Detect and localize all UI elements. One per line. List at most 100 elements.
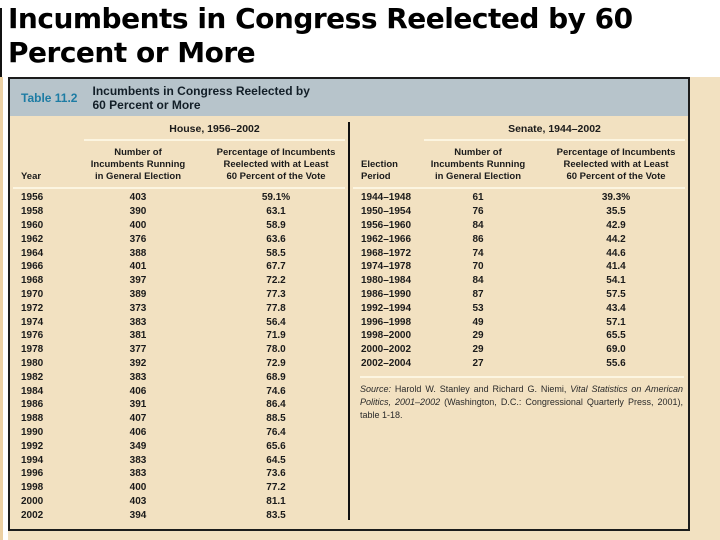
table-cell: 1966 — [21, 261, 44, 273]
table-row: 1956–1960 84 42.9 — [350, 219, 688, 233]
table-cell: 57.1 — [606, 316, 626, 328]
table-cell: 2002 — [21, 509, 44, 521]
table-cell: 59.1% — [261, 192, 291, 204]
source-work-title: Vital Statistics on American Politics, 2… — [360, 384, 683, 408]
table-cell: 71.9 — [266, 330, 286, 342]
table-number-label: Table 11.2 — [21, 90, 78, 105]
senate-section: Senate, 1944–2002 Election Period Number… — [350, 116, 688, 529]
table-cell: 27 — [472, 357, 484, 369]
table-cell: 383 — [129, 468, 147, 480]
table-row: 1996 383 73.6 — [10, 467, 348, 481]
table-cell: 76.4 — [266, 426, 286, 438]
table-cell: 1980–1984 — [361, 275, 412, 287]
table-cell: 373 — [129, 302, 147, 314]
table-cell: 1968–1972 — [361, 247, 412, 259]
table-cell: 84 — [472, 219, 484, 231]
table-cell: 58.9 — [266, 219, 286, 231]
table-row: 1972 373 77.8 — [10, 301, 348, 315]
table-cell: 1990 — [21, 426, 44, 438]
house-column-headers: Year Number of Incumbents Running in Gen… — [10, 147, 348, 183]
table-row: 1986–1990 87 57.5 — [350, 288, 688, 302]
source-authors: Harold W. Stanley and Richard G. Niemi, — [391, 384, 571, 395]
table-cell: 397 — [129, 275, 147, 287]
table-cell: 83.5 — [266, 509, 286, 521]
table-cell: 376 — [129, 233, 147, 245]
table-cell: 81.1 — [266, 495, 286, 507]
slide-title: Incumbents in Congress Reelected by 60 Pe… — [8, 2, 633, 70]
table-cell: 42.9 — [606, 219, 626, 231]
table-cell: 88.5 — [266, 413, 286, 425]
table-cell: 58.5 — [266, 247, 286, 259]
table-cell: 70 — [472, 261, 484, 273]
table-cell: 72.2 — [266, 275, 286, 287]
senate-rows: 1944–1948 61 39.3% 1950–1954 76 35.5 1956–1960… — [350, 191, 688, 370]
table-row: 1960 400 58.9 — [10, 219, 348, 233]
table-cell: 349 — [129, 440, 147, 452]
table-row: 1964 388 58.5 — [10, 246, 348, 260]
table-row: 1974 383 56.4 — [10, 315, 348, 329]
table-cell: 87 — [472, 288, 484, 300]
table-cell: 1986–1990 — [361, 288, 412, 300]
source-label: Source: — [360, 384, 392, 395]
table-cell: 77.2 — [266, 482, 286, 494]
table-row: 1978 377 78.0 — [10, 343, 348, 357]
table-row: 1994 383 64.5 — [10, 453, 348, 467]
source-note: Source: Harold W. Stanley and Richard G.… — [360, 383, 683, 422]
table-cell: 401 — [129, 261, 147, 273]
table-frame: Table 11.2 Incumbents in Congress Reelec… — [8, 77, 690, 531]
table-cell: 406 — [129, 385, 147, 397]
table-cell: 1960 — [21, 219, 44, 231]
table-cell: 55.6 — [606, 357, 626, 369]
table-cell: 1976 — [21, 330, 44, 342]
senate-column-period: Election Period — [361, 159, 398, 182]
table-cell: 391 — [129, 399, 147, 411]
table-row: 1968 397 72.2 — [10, 274, 348, 288]
table-cell: 67.7 — [266, 261, 286, 273]
table-cell: 77.8 — [266, 302, 286, 314]
table-cell: 77.3 — [266, 288, 286, 300]
table-cell: 44.6 — [606, 247, 626, 259]
table-cell: 1982 — [21, 371, 44, 383]
house-header-underline — [13, 187, 345, 189]
table-row: 1990 406 76.4 — [10, 426, 348, 440]
table-cell: 35.5 — [606, 206, 626, 218]
table-cell: 63.1 — [266, 206, 286, 218]
table-cell: 2002–2004 — [361, 357, 412, 369]
table-row: 1984 406 74.6 — [10, 384, 348, 398]
table-cell: 1992 — [21, 440, 44, 452]
table-row: 1980–1984 84 54.1 — [350, 274, 688, 288]
table-cell: 1996 — [21, 468, 44, 480]
table-cell: 1972 — [21, 302, 44, 314]
table-cell: 383 — [129, 371, 147, 383]
table-row: 1992 349 65.6 — [10, 439, 348, 453]
table-cell: 84 — [472, 275, 484, 287]
table-row: 2000 403 81.1 — [10, 495, 348, 509]
table-title: Incumbents in Congress Reelected by 60 P… — [92, 83, 310, 112]
table-row: 1958 390 63.1 — [10, 205, 348, 219]
table-cell: 53 — [472, 302, 484, 314]
table-row: 1962 376 63.6 — [10, 232, 348, 246]
table-cell: 1956 — [21, 192, 44, 204]
table-cell: 41.4 — [606, 261, 626, 273]
table-cell: 1944–1948 — [361, 192, 412, 204]
table-cell: 44.2 — [606, 233, 626, 245]
left-edge-line — [0, 8, 2, 77]
slide-title-line1: Incumbents in Congress Reelected by 60 — [8, 2, 633, 35]
table-row: 1988 407 88.5 — [10, 412, 348, 426]
table-cell: 1998 — [21, 482, 44, 494]
table-cell: 68.9 — [266, 371, 286, 383]
table-cell: 1962 — [21, 233, 44, 245]
table-header-bar: Table 11.2 Incumbents in Congress Reelec… — [10, 79, 688, 116]
source-underline — [360, 376, 684, 379]
left-edge-strip — [0, 77, 3, 540]
table-cell: 400 — [129, 482, 147, 494]
table-row: 1956 403 59.1% — [10, 191, 348, 205]
slide-title-line2: Percent or More — [8, 36, 256, 69]
table-cell: 78.0 — [266, 344, 286, 356]
table-cell: 65.6 — [266, 440, 286, 452]
table-cell: 54.1 — [606, 275, 626, 287]
table-cell: 57.5 — [606, 288, 626, 300]
table-cell: 2000 — [21, 495, 44, 507]
table-cell: 394 — [129, 509, 147, 521]
table-row: 1962–1966 86 44.2 — [350, 232, 688, 246]
